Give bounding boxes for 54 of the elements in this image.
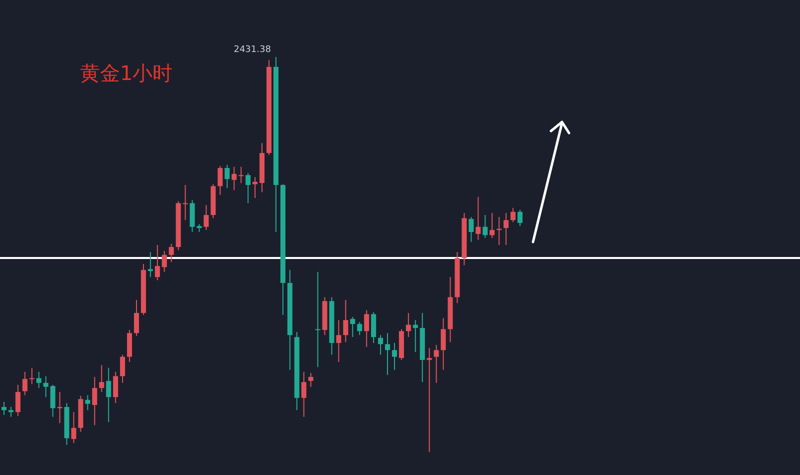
candlestick — [43, 376, 48, 398]
candlestick — [504, 212, 509, 246]
candlestick — [440, 318, 446, 370]
candlestick — [120, 354, 126, 384]
candlestick — [336, 320, 342, 362]
candlestick — [127, 329, 132, 362]
candlestick — [232, 166, 237, 191]
candlestick — [517, 209, 523, 227]
candlestick — [378, 334, 384, 356]
candlestick — [204, 204, 209, 231]
candlestick — [301, 371, 306, 418]
candlestick — [218, 166, 223, 196]
candlestick — [246, 172, 251, 204]
candlestick — [1, 401, 7, 416]
candlestick — [92, 376, 98, 426]
candlestick — [162, 250, 167, 272]
candlestick — [50, 384, 56, 418]
candlestick — [8, 406, 14, 418]
candlestick — [468, 216, 474, 242]
candlestick — [15, 384, 20, 417]
candlestick — [476, 196, 481, 240]
candlestick — [482, 214, 488, 238]
candlestick — [71, 412, 76, 444]
candlestick — [238, 166, 244, 184]
candlestick — [148, 252, 153, 278]
candlestick — [406, 312, 411, 338]
candlestick — [99, 364, 104, 392]
candlestick — [134, 299, 139, 336]
candlestick — [392, 342, 397, 370]
candlestick — [343, 299, 348, 343]
candlestick — [224, 164, 230, 189]
candlestick — [434, 344, 439, 384]
candlestick — [182, 184, 188, 221]
candlestick — [412, 320, 418, 353]
candlestick — [426, 348, 432, 452]
candlestick — [350, 316, 356, 338]
candlestick — [168, 243, 174, 263]
candlestick — [154, 244, 160, 281]
candlestick — [371, 312, 376, 344]
candlestick — [85, 394, 90, 411]
candlestick — [106, 367, 112, 422]
candlestick — [22, 371, 28, 396]
candlestick — [510, 207, 516, 223]
candlestick — [308, 372, 314, 388]
candlestick — [113, 371, 118, 404]
candlestick — [29, 367, 34, 385]
candlestick — [357, 322, 362, 336]
candlestick — [315, 271, 320, 368]
candlestick — [385, 332, 390, 376]
chart-title: 黄金1小时 — [80, 61, 173, 85]
candlestick — [490, 212, 495, 238]
text: 2431.38 — [234, 45, 272, 55]
candlestick — [36, 371, 42, 389]
candlestick — [364, 310, 370, 348]
